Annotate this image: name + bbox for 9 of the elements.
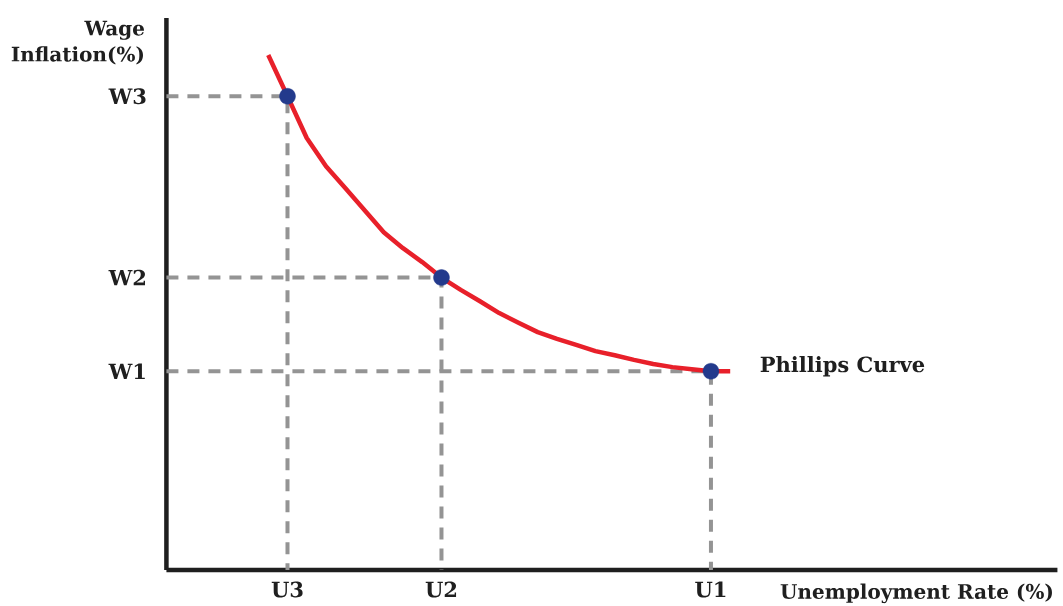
x-tick-label: U1 xyxy=(695,581,726,598)
y-axis-title: Wage Inflation(%) xyxy=(11,20,144,65)
x-axis-title: Unemployment Rate (%) xyxy=(780,583,1052,604)
x-tick-label: U3 xyxy=(271,581,303,598)
text: W3 xyxy=(108,88,146,105)
text: W2 xyxy=(108,269,145,286)
x-tick-label: U2 xyxy=(425,581,457,598)
text: W1 xyxy=(108,363,145,380)
series-label: Phillips Curve xyxy=(760,356,925,377)
